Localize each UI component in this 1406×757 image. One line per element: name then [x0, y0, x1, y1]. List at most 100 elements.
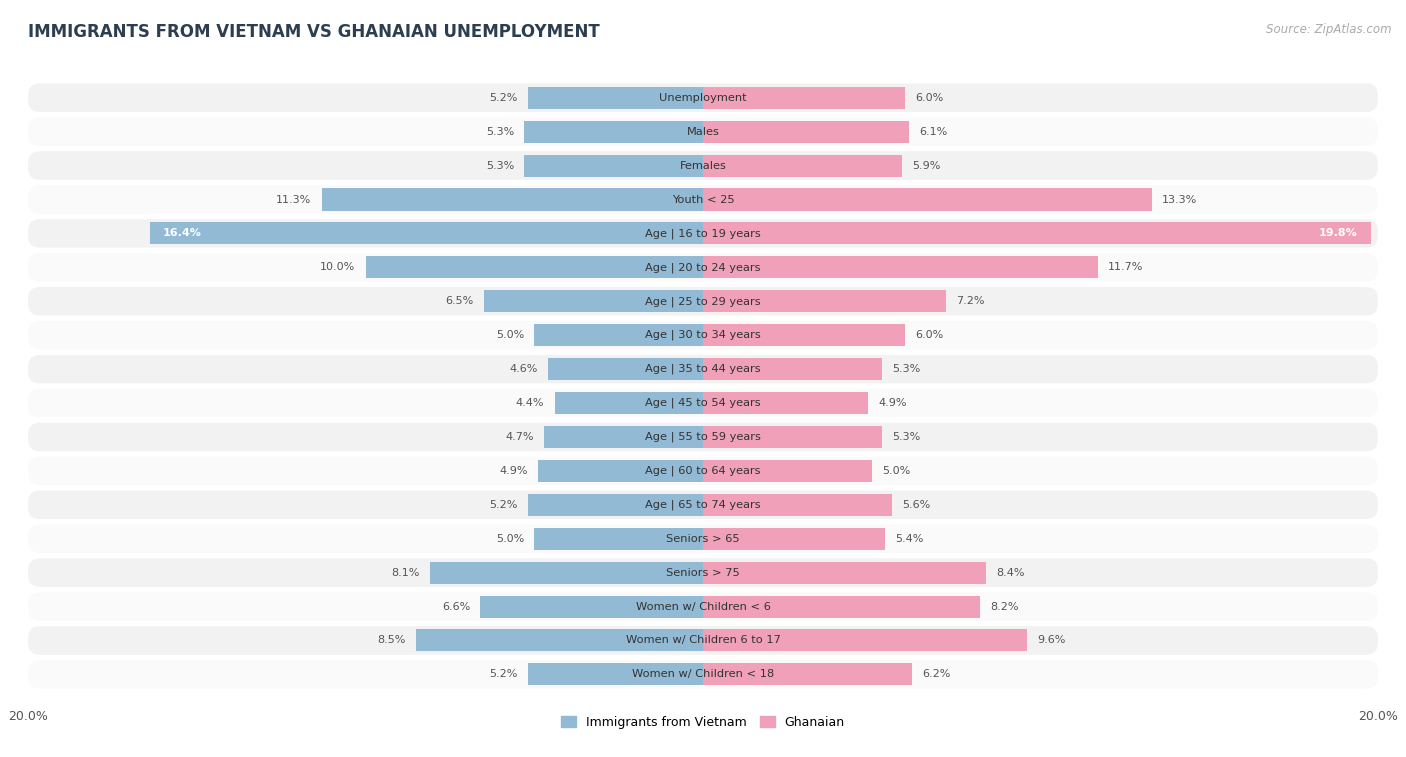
Bar — [524, 120, 703, 142]
Text: 4.9%: 4.9% — [879, 398, 907, 408]
Bar — [703, 120, 908, 142]
Text: Age | 35 to 44 years: Age | 35 to 44 years — [645, 364, 761, 375]
FancyBboxPatch shape — [28, 660, 1378, 689]
Bar — [703, 87, 905, 109]
Bar — [527, 663, 703, 685]
Text: IMMIGRANTS FROM VIETNAM VS GHANAIAN UNEMPLOYMENT: IMMIGRANTS FROM VIETNAM VS GHANAIAN UNEM… — [28, 23, 600, 41]
Text: Age | 55 to 59 years: Age | 55 to 59 years — [645, 431, 761, 442]
Text: 4.9%: 4.9% — [499, 466, 527, 476]
FancyBboxPatch shape — [28, 321, 1378, 350]
Text: Age | 20 to 24 years: Age | 20 to 24 years — [645, 262, 761, 273]
Text: 11.7%: 11.7% — [1108, 263, 1143, 273]
FancyBboxPatch shape — [28, 355, 1378, 383]
Text: 5.0%: 5.0% — [496, 330, 524, 340]
Legend: Immigrants from Vietnam, Ghanaian: Immigrants from Vietnam, Ghanaian — [557, 711, 849, 734]
Text: 5.3%: 5.3% — [486, 126, 515, 137]
Text: Age | 16 to 19 years: Age | 16 to 19 years — [645, 228, 761, 238]
Text: 6.5%: 6.5% — [446, 296, 474, 307]
Bar — [416, 630, 703, 652]
FancyBboxPatch shape — [28, 253, 1378, 282]
Text: 5.2%: 5.2% — [489, 669, 517, 679]
Bar — [703, 358, 882, 380]
Text: Youth < 25: Youth < 25 — [672, 195, 734, 204]
Text: 5.3%: 5.3% — [486, 160, 515, 170]
Bar — [703, 290, 946, 313]
FancyBboxPatch shape — [28, 117, 1378, 146]
Text: 5.3%: 5.3% — [891, 432, 920, 442]
Bar — [703, 426, 882, 448]
FancyBboxPatch shape — [28, 559, 1378, 587]
Bar — [703, 494, 891, 516]
FancyBboxPatch shape — [28, 151, 1378, 180]
Bar — [430, 562, 703, 584]
Text: 6.6%: 6.6% — [441, 602, 470, 612]
Bar — [703, 223, 1371, 245]
Text: Females: Females — [679, 160, 727, 170]
Text: 8.1%: 8.1% — [391, 568, 419, 578]
FancyBboxPatch shape — [28, 626, 1378, 655]
Bar — [703, 188, 1152, 210]
Bar — [703, 630, 1026, 652]
Text: Women w/ Children < 6: Women w/ Children < 6 — [636, 602, 770, 612]
Bar — [524, 154, 703, 176]
FancyBboxPatch shape — [28, 389, 1378, 417]
Text: 10.0%: 10.0% — [321, 263, 356, 273]
Bar — [703, 324, 905, 346]
Bar — [534, 528, 703, 550]
Bar — [366, 257, 703, 279]
Text: 8.2%: 8.2% — [990, 602, 1018, 612]
Bar — [544, 426, 703, 448]
FancyBboxPatch shape — [28, 185, 1378, 213]
Text: 4.7%: 4.7% — [506, 432, 534, 442]
FancyBboxPatch shape — [28, 525, 1378, 553]
Text: Source: ZipAtlas.com: Source: ZipAtlas.com — [1267, 23, 1392, 36]
Bar — [534, 324, 703, 346]
Bar — [703, 663, 912, 685]
FancyBboxPatch shape — [28, 592, 1378, 621]
Text: 5.2%: 5.2% — [489, 500, 517, 509]
Text: 4.6%: 4.6% — [509, 364, 537, 374]
FancyBboxPatch shape — [28, 83, 1378, 112]
Bar — [149, 223, 703, 245]
Text: 6.2%: 6.2% — [922, 669, 950, 679]
FancyBboxPatch shape — [28, 220, 1378, 248]
Text: 6.0%: 6.0% — [915, 93, 943, 103]
Bar — [703, 528, 886, 550]
Text: Seniors > 75: Seniors > 75 — [666, 568, 740, 578]
Text: 5.9%: 5.9% — [912, 160, 941, 170]
Text: 13.3%: 13.3% — [1161, 195, 1197, 204]
Bar — [703, 562, 987, 584]
Text: Age | 60 to 64 years: Age | 60 to 64 years — [645, 466, 761, 476]
Text: Age | 45 to 54 years: Age | 45 to 54 years — [645, 397, 761, 408]
Text: 19.8%: 19.8% — [1319, 229, 1358, 238]
Text: 7.2%: 7.2% — [956, 296, 984, 307]
FancyBboxPatch shape — [28, 287, 1378, 316]
FancyBboxPatch shape — [28, 422, 1378, 451]
Text: 4.4%: 4.4% — [516, 398, 544, 408]
Text: 8.5%: 8.5% — [378, 635, 406, 646]
Text: Seniors > 65: Seniors > 65 — [666, 534, 740, 544]
Text: 5.6%: 5.6% — [903, 500, 931, 509]
Text: Age | 30 to 34 years: Age | 30 to 34 years — [645, 330, 761, 341]
Bar — [537, 459, 703, 482]
Text: 6.1%: 6.1% — [920, 126, 948, 137]
FancyBboxPatch shape — [28, 491, 1378, 519]
Text: 5.2%: 5.2% — [489, 93, 517, 103]
Text: Age | 65 to 74 years: Age | 65 to 74 years — [645, 500, 761, 510]
Bar — [554, 392, 703, 414]
Bar — [322, 188, 703, 210]
Text: 5.0%: 5.0% — [882, 466, 910, 476]
Text: 5.3%: 5.3% — [891, 364, 920, 374]
Bar — [527, 494, 703, 516]
Text: Males: Males — [686, 126, 720, 137]
Text: 5.0%: 5.0% — [496, 534, 524, 544]
Bar — [527, 87, 703, 109]
Bar — [703, 459, 872, 482]
Bar — [484, 290, 703, 313]
Bar — [703, 392, 869, 414]
Text: 8.4%: 8.4% — [997, 568, 1025, 578]
Text: 16.4%: 16.4% — [163, 229, 202, 238]
Bar — [703, 154, 903, 176]
Text: Age | 25 to 29 years: Age | 25 to 29 years — [645, 296, 761, 307]
Bar — [481, 596, 703, 618]
